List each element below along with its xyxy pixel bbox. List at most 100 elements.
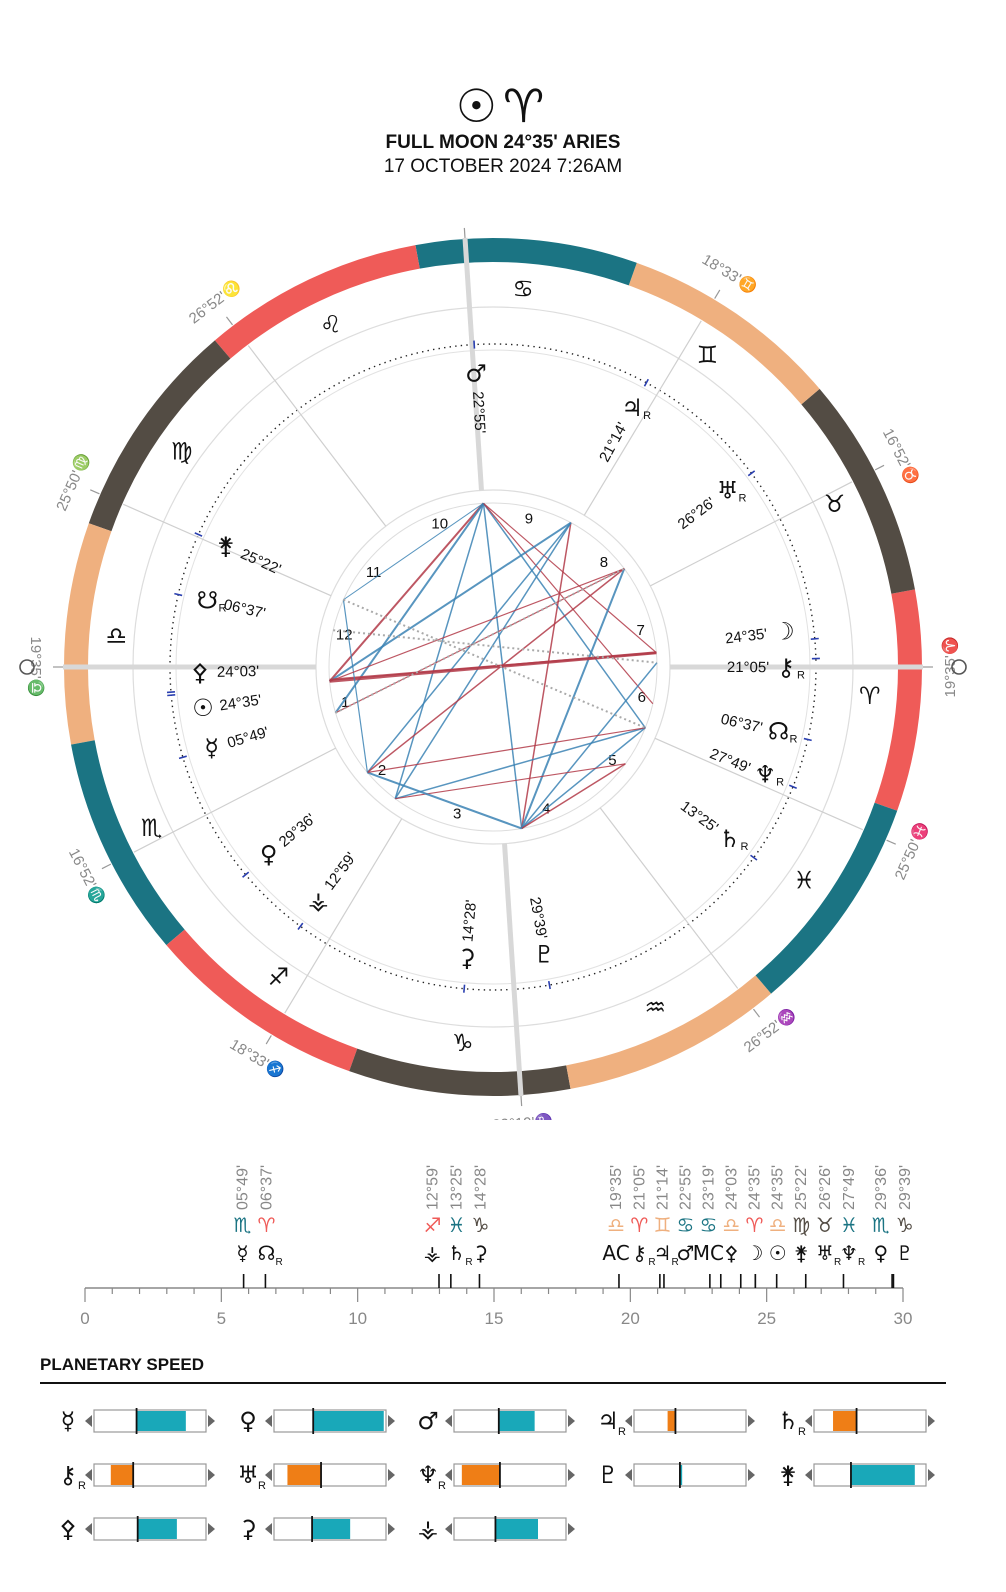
house-cusp-line <box>284 818 403 1014</box>
aspect-line <box>394 522 572 800</box>
position-degree: 24°03' <box>723 1165 740 1210</box>
position-planet: AC <box>602 1241 629 1265</box>
planet-position-tick <box>242 871 250 878</box>
speed-arrow-right-icon <box>388 1469 395 1481</box>
planet-degree-label: 22°55' <box>469 391 488 434</box>
position-sign: ♏ <box>872 1213 890 1237</box>
planetary-speed-panel: ☿ ♀ ♂ ♃ R ♄ R⚷ R ♅ R ♆ R ♇ ⚵⚴ ⚳ ⚶ <box>59 1407 935 1543</box>
house-cusp-line <box>654 737 864 831</box>
speed-arrow-left-icon <box>805 1469 812 1481</box>
position-degree: 24°35' <box>770 1165 787 1210</box>
planet-degree-label: 06°37' <box>719 711 764 737</box>
planet-degree-label: 21°14' <box>596 420 631 465</box>
retrograde-marker: R <box>218 602 226 614</box>
house-number: 12 <box>336 627 353 644</box>
sign-band <box>755 802 898 994</box>
planet-degree-label: 27°49' <box>707 745 753 776</box>
planet-degree-label: 13°25' <box>677 798 721 837</box>
aspect-line <box>394 503 485 799</box>
house-cusp-tick <box>90 489 100 495</box>
position-sign: ♈ <box>630 1213 648 1237</box>
sign-glyph: ♒ <box>644 993 666 1021</box>
aspect-line <box>520 568 626 829</box>
aspect-line <box>329 568 625 682</box>
aspect-line <box>521 662 658 829</box>
planet-degree-label: 14°28' <box>459 899 480 943</box>
aspect-line <box>395 763 626 800</box>
speed-arrow-left-icon <box>265 1469 272 1481</box>
retrograde-marker: R <box>465 1257 472 1268</box>
position-degree: 25°22' <box>793 1165 810 1210</box>
position-sign: ♉ <box>816 1213 834 1237</box>
position-degree: 26°26' <box>817 1165 834 1210</box>
speed-arrow-left-icon <box>85 1523 92 1535</box>
sun-aries-glyphs: ☉♈ <box>455 79 551 133</box>
position-planet: ♃ <box>654 1241 672 1265</box>
planet-position-tick <box>747 470 756 477</box>
position-planet: MC <box>693 1241 724 1265</box>
house-number: 3 <box>453 806 461 823</box>
scale-tick-label: 10 <box>348 1309 367 1328</box>
position-sign: ♋ <box>699 1213 717 1237</box>
speed-arrow-left-icon <box>265 1523 272 1535</box>
planet-degree-label: 25°22' <box>238 546 284 579</box>
house-cusp-label: 26°52'♌ <box>185 276 244 327</box>
position-degree: 21°14' <box>655 1165 672 1210</box>
retrograde-marker: R <box>741 841 749 853</box>
retrograde-marker: R <box>438 1480 446 1492</box>
aspect-line <box>483 502 654 705</box>
aspect-line <box>521 727 646 830</box>
speed-arrow-left-icon <box>85 1469 92 1481</box>
house-cusp-label: 25°50'♓ <box>891 820 932 883</box>
house-cusp-label: 19°35'♈ <box>941 637 959 698</box>
house-cusp-line <box>502 843 524 1097</box>
speed-planet-glyph: ♄ <box>777 1407 799 1435</box>
house-number: 1 <box>341 694 349 711</box>
planet-position-tick <box>174 592 183 597</box>
house-cusp-label: 25°50'♍ <box>52 451 93 514</box>
speed-arrow-left-icon <box>85 1415 92 1427</box>
house-number-ring <box>328 502 658 832</box>
planet-position-tick <box>643 378 649 387</box>
speed-bar-fill <box>833 1411 857 1431</box>
position-planet: ⚴ <box>724 1241 739 1265</box>
speed-bar-fill <box>498 1411 535 1431</box>
house-number: 5 <box>608 752 616 769</box>
position-degree: 29°39' <box>897 1165 914 1210</box>
retrograde-marker: R <box>672 1257 679 1268</box>
position-sign: ♍ <box>792 1213 810 1237</box>
position-degree: 14°28' <box>472 1165 489 1210</box>
house-cusp-tick <box>753 1008 761 1018</box>
house-cusp-tick <box>520 1096 523 1107</box>
planet-position-tick <box>194 532 203 537</box>
sign-glyph: ♈ <box>859 682 881 710</box>
position-sign: ♈ <box>258 1213 276 1237</box>
speed-bar-fill <box>312 1519 351 1539</box>
position-sign: ♑ <box>896 1213 914 1237</box>
planet-glyph: ☽ <box>773 618 795 646</box>
speed-arrow-right-icon <box>928 1469 935 1481</box>
speed-arrow-right-icon <box>568 1523 575 1535</box>
minor-aspect-line <box>335 567 625 714</box>
aspect-line <box>367 727 646 774</box>
speed-bar-fill <box>287 1465 322 1485</box>
speed-bar-fill <box>850 1465 915 1485</box>
speed-planet-glyph: ⚴ <box>59 1515 77 1543</box>
house-cusp-label: 16°52'♏ <box>65 845 109 907</box>
sign-band <box>801 388 915 594</box>
house-cusp-line <box>583 320 702 516</box>
axis-marker-icon <box>951 659 967 675</box>
planet-degree-label: 29°36' <box>276 810 319 850</box>
retrograde-marker: R <box>648 1257 655 1268</box>
speed-bar-fill <box>461 1465 500 1485</box>
speed-arrow-right-icon <box>388 1415 395 1427</box>
position-degree: 05°49' <box>235 1165 252 1210</box>
position-sign: ♎ <box>722 1213 740 1237</box>
planet-position-tick <box>167 694 176 697</box>
planet-glyph: ⚳ <box>458 944 476 972</box>
event-title: FULL MOON 24°35' ARIES <box>385 132 621 153</box>
position-planet: ☽ <box>745 1241 763 1265</box>
planet-degree-label: 24°03' <box>217 663 260 681</box>
speed-bar-fill <box>137 1519 177 1539</box>
